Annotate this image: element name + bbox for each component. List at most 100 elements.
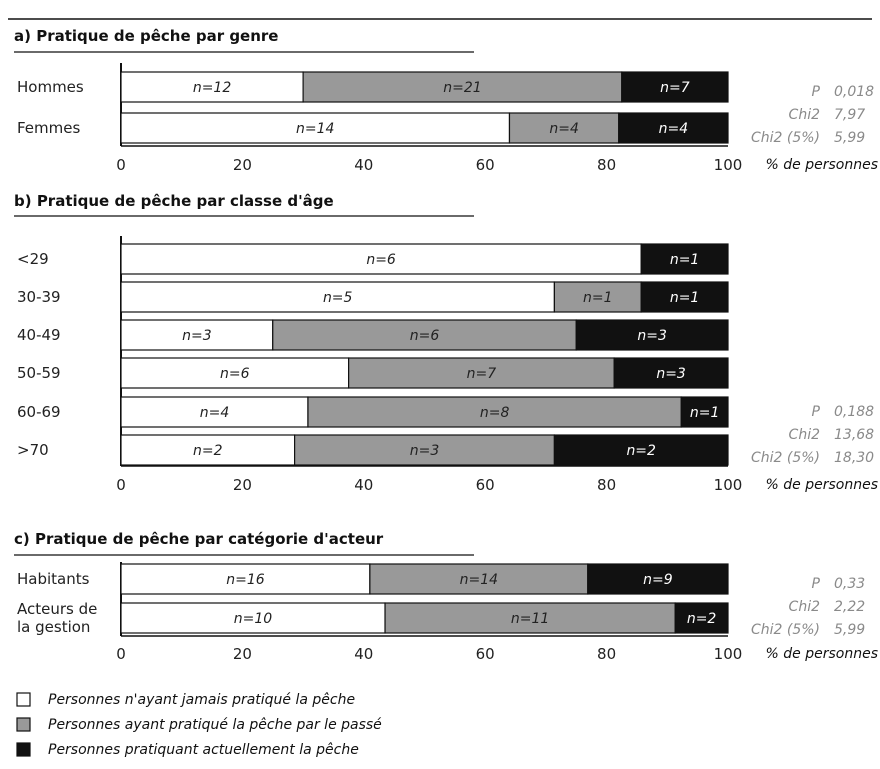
chart-panel-1: a) Pratique de pêche par genre Hommes Femm… [14, 27, 878, 174]
category-label: Hommes [17, 78, 84, 96]
segment-count-label: n=3 [182, 328, 212, 344]
segment-count-label: n=1 [583, 290, 613, 306]
legend-swatch-never [16, 692, 31, 707]
stat-label: Chi2 (5%) [751, 622, 820, 638]
category-label: 60-69 [17, 403, 61, 421]
segment-count-label: n=3 [656, 366, 686, 382]
x-tick-label: 20 [233, 645, 252, 663]
x-axis-unit-label: % de personnes [766, 157, 878, 173]
bar-segment-current [553, 434, 729, 466]
chart-panel-3: c) Pratique de pêche par catégorie d'act… [14, 530, 878, 663]
legend-label: Personnes n'ayant jamais pratiqué la pêc… [48, 692, 355, 708]
segment-count-label: n=21 [443, 80, 481, 96]
x-axis-unit-label: % de personnes [766, 646, 878, 662]
segment-count-label: n=3 [410, 443, 440, 459]
x-tick-label: 40 [354, 156, 373, 174]
x-tick-label: 60 [476, 645, 495, 663]
bar-segment-never [120, 602, 386, 634]
segment-count-label: n=2 [193, 443, 223, 459]
stat-value: 7,97 [834, 107, 865, 123]
stat-label: Chi2 [789, 599, 821, 615]
stat-value: 5,99 [834, 130, 865, 146]
stat-value: 0,188 [834, 404, 874, 420]
x-tick-label: 80 [597, 476, 616, 494]
bar-segment-past [384, 602, 676, 634]
segment-count-label: n=3 [637, 328, 667, 344]
bar-segment-past [348, 357, 615, 389]
bar-segment-past [302, 71, 623, 103]
bar-segment-never [120, 281, 555, 313]
x-tick-label: 80 [597, 645, 616, 663]
category-label: Acteurs de [17, 600, 97, 618]
x-tick-label: 20 [233, 476, 252, 494]
x-tick-label: 40 [354, 476, 373, 494]
category-label: Habitants [17, 570, 90, 588]
bar-segment-current [640, 281, 729, 313]
bar-segment-current [575, 319, 729, 351]
segment-count-label: n=6 [410, 328, 440, 344]
legend: Personnes n'ayant jamais pratiqué la pêc… [16, 692, 382, 758]
stat-label: Chi2 [789, 107, 821, 123]
bar-segment-never [120, 71, 304, 103]
stat-value: 5,99 [834, 622, 865, 638]
segment-count-label: n=1 [670, 290, 700, 306]
x-tick-label: 60 [476, 476, 495, 494]
segment-count-label: n=4 [200, 405, 230, 421]
bar-segment-current [674, 602, 729, 634]
segment-count-label: n=4 [659, 121, 689, 137]
stat-value: 13,68 [834, 427, 874, 443]
x-tick-label: 100 [714, 156, 743, 174]
bar-segment-current [621, 71, 729, 103]
bar-segment-never [120, 563, 371, 595]
segment-count-label: n=2 [626, 443, 656, 459]
category-label: la gestion [17, 618, 90, 636]
stat-label: P [812, 576, 821, 592]
bar-segment-current [613, 357, 729, 389]
segment-count-label: n=16 [226, 572, 265, 588]
bar-segment-past [272, 319, 577, 351]
segment-count-label: n=1 [690, 405, 720, 421]
bar-segment-current [640, 243, 729, 275]
stat-value: 0,018 [834, 84, 874, 100]
segment-count-label: n=14 [296, 121, 334, 137]
category-label: >70 [17, 441, 49, 459]
bar-segment-past [294, 434, 555, 466]
stat-label: Chi2 [789, 427, 821, 443]
x-tick-label: 100 [714, 645, 743, 663]
bar-segment-current [618, 112, 729, 144]
category-label: 40-49 [17, 326, 61, 344]
legend-label: Personnes ayant pratiqué la pêche par le… [48, 717, 382, 733]
panel-title: c) Pratique de pêche par catégorie d'act… [14, 530, 384, 548]
x-tick-label: 0 [116, 645, 126, 663]
chart-panels: a) Pratique de pêche par genre Hommes Femm… [14, 27, 878, 663]
stat-label: P [812, 404, 821, 420]
stat-label: Chi2 (5%) [751, 450, 820, 466]
bar-segment-current [680, 396, 729, 428]
segment-count-label: n=8 [480, 405, 510, 421]
chart-panel-2: b) Pratique de pêche par classe d'âge <29… [14, 192, 878, 494]
segment-count-label: n=7 [660, 80, 690, 96]
segment-count-label: n=7 [467, 366, 497, 382]
stat-value: 0,33 [834, 576, 865, 592]
bar-segment-past [369, 563, 589, 595]
category-label: 50-59 [17, 364, 61, 382]
segment-count-label: n=9 [643, 572, 673, 588]
segment-count-label: n=4 [549, 121, 579, 137]
x-axis-unit-label: % de personnes [766, 477, 878, 493]
segment-count-label: n=10 [234, 611, 273, 627]
stat-value: 18,30 [834, 450, 874, 466]
bar-segment-never [120, 434, 296, 466]
legend-label: Personnes pratiquant actuellement la pêc… [48, 742, 359, 758]
segment-count-label: n=14 [460, 572, 498, 588]
panel-title: b) Pratique de pêche par classe d'âge [14, 192, 334, 210]
x-tick-label: 20 [233, 156, 252, 174]
segment-count-label: n=12 [193, 80, 232, 96]
category-label: <29 [17, 250, 49, 268]
segment-count-label: n=1 [670, 252, 700, 268]
bar-segment-past [307, 396, 682, 428]
segment-count-label: n=2 [687, 611, 717, 627]
x-tick-label: 0 [116, 476, 126, 494]
legend-swatch-current [16, 742, 31, 757]
segment-count-label: n=6 [220, 366, 250, 382]
